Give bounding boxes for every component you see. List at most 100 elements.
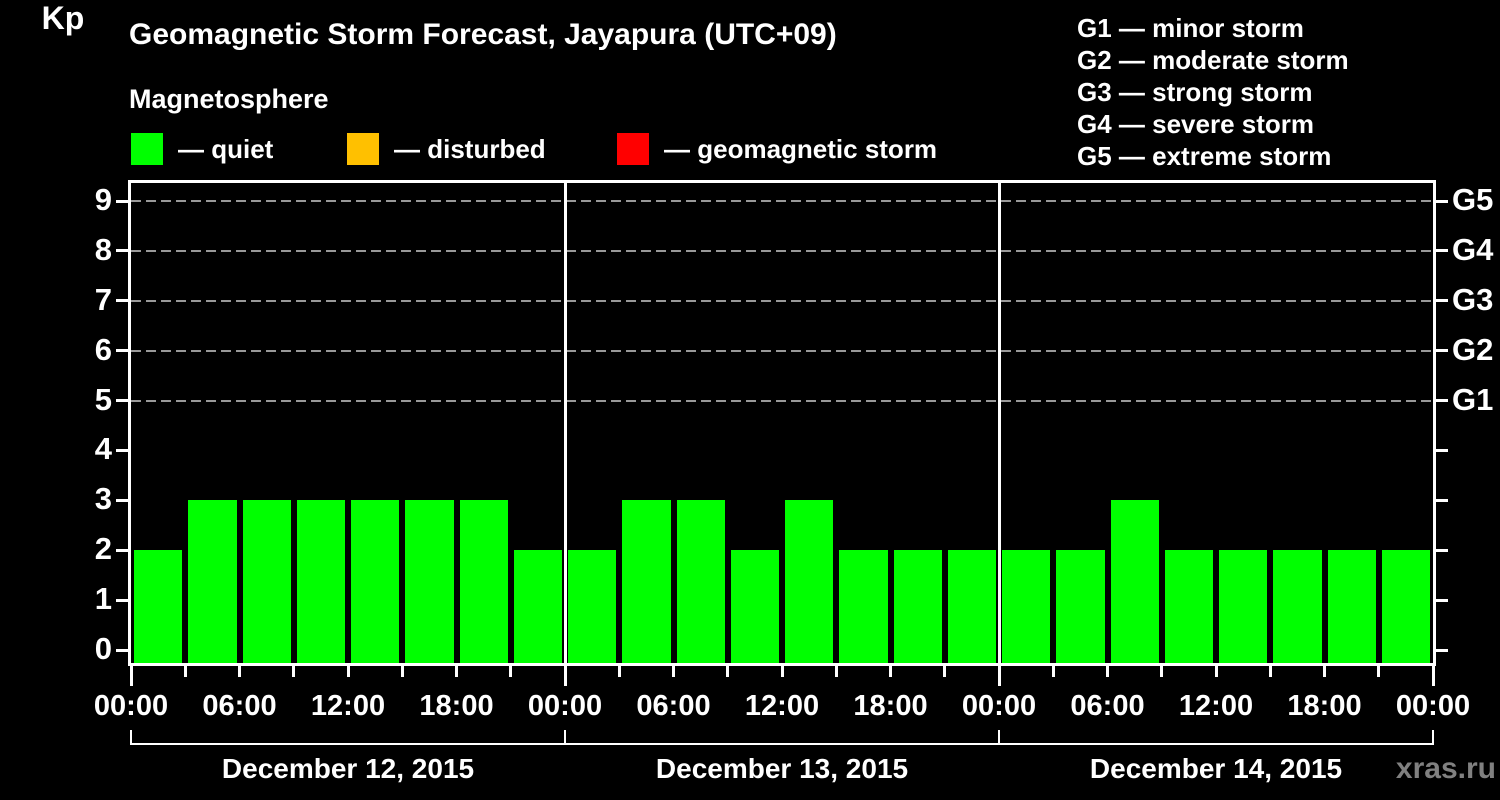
right-axis-tick (1436, 548, 1448, 552)
date-bracket (131, 743, 565, 745)
y-axis-label: 8 (94, 231, 112, 267)
kp-bar (1164, 550, 1213, 663)
x-axis-tick (455, 666, 458, 677)
y-axis-tick (116, 448, 128, 452)
x-axis-tick (1051, 666, 1055, 677)
gridline-kp-6 (131, 349, 1433, 352)
kp-bar (1327, 550, 1376, 663)
kp-axis-label: Kp (41, 0, 85, 36)
y-axis-tick (116, 349, 128, 353)
x-axis-tick (129, 666, 133, 686)
y-axis-tick (116, 399, 128, 403)
kp-bar (730, 550, 779, 663)
y-axis-label: 0 (94, 631, 112, 666)
x-axis-label: 12:00 (310, 690, 386, 722)
storm-scale-item: G3 — strong storm (1077, 77, 1313, 107)
y-axis-tick (116, 199, 128, 203)
x-axis-label: 06:00 (636, 690, 711, 722)
g-scale-label: G1 (1452, 381, 1494, 417)
x-axis-label: 18:00 (853, 690, 928, 722)
g-scale-label: G3 (1452, 281, 1494, 317)
gridline-kp-9 (131, 200, 1433, 202)
x-axis-label: 00:00 (93, 690, 169, 722)
legend-item-disturbed: — disturbed (347, 131, 546, 167)
kp-bar (785, 500, 834, 663)
magnetosphere-label: Magnetosphere (129, 84, 329, 114)
right-axis-tick (1436, 648, 1448, 652)
legend-item-label: — disturbed (394, 133, 546, 164)
g-scale-label: G5 (1452, 182, 1494, 217)
plot-area (128, 180, 1436, 666)
x-axis-tick (780, 666, 784, 677)
x-axis-tick (1431, 666, 1435, 686)
storm-scale-legend: G1 — minor storm G2 — moderate storm G3 — … (1077, 12, 1349, 172)
kp-bar (459, 500, 508, 663)
x-axis-label: 00:00 (1395, 690, 1471, 722)
y-axis-tick (116, 598, 128, 602)
quiet-swatch (131, 133, 163, 165)
geomagnetic-storm-swatch (617, 133, 649, 165)
x-axis-label: 18:00 (1287, 690, 1362, 722)
date-label: December 12, 2015 (221, 753, 475, 784)
kp-bar (351, 500, 400, 663)
date-bracket (565, 743, 999, 745)
x-axis-tick (1323, 666, 1326, 677)
x-axis-tick (346, 666, 350, 677)
gridline-kp-5 (131, 399, 1433, 402)
date-bracket-end (564, 730, 566, 745)
right-axis-tick (1436, 299, 1448, 303)
storm-scale-item: G2 — moderate storm (1077, 45, 1349, 75)
legend-item-quiet: — quiet (131, 131, 273, 167)
x-axis-label: 18:00 (419, 690, 494, 722)
date-label: December 14, 2015 (1089, 753, 1343, 784)
date-label: December 13, 2015 (655, 753, 909, 784)
x-axis-tick (617, 666, 621, 677)
y-axis-tick (116, 249, 128, 253)
y-axis-label: 7 (94, 281, 112, 317)
x-axis-label: 06:00 (202, 690, 277, 722)
x-axis-tick (1377, 666, 1381, 677)
x-axis-tick (1214, 666, 1218, 677)
right-axis-tick (1436, 399, 1448, 403)
kp-bar (1110, 500, 1159, 663)
x-axis-tick (563, 666, 567, 686)
x-axis-tick (292, 666, 296, 677)
x-axis-tick (238, 666, 241, 677)
y-axis-tick (116, 648, 128, 652)
legend-item-geomagnetic-storm: — geomagnetic storm (617, 131, 937, 167)
right-axis-tick (1436, 498, 1448, 502)
kp-bar (839, 550, 888, 663)
y-axis-label: 3 (94, 481, 112, 517)
day-separator (563, 183, 567, 663)
date-bracket-end (998, 730, 1000, 745)
x-axis-tick (400, 666, 404, 677)
kp-bar (1219, 550, 1268, 663)
kp-bar (1002, 550, 1051, 663)
y-axis-tick (116, 299, 128, 303)
x-axis-tick (509, 666, 513, 677)
kp-bar (242, 500, 291, 663)
day-separator (997, 183, 1001, 663)
g-scale-label: G2 (1452, 331, 1494, 367)
x-axis-label: 06:00 (1070, 690, 1145, 722)
kp-bar (134, 550, 183, 663)
y-axis-label: 9 (94, 182, 112, 217)
y-axis-label: 2 (94, 531, 112, 567)
y-axis-label: 1 (94, 581, 112, 617)
x-axis-tick (726, 666, 730, 677)
y-axis-tick (116, 498, 128, 502)
gridline-kp-7 (131, 299, 1433, 302)
disturbed-swatch (347, 133, 379, 165)
x-axis-label: 00:00 (961, 690, 1037, 722)
storm-scale-item: G4 — severe storm (1077, 109, 1315, 139)
y-axis-tick (116, 548, 128, 552)
kp-bar (513, 550, 562, 663)
right-axis-tick (1436, 349, 1448, 353)
y-axis-label: 5 (94, 381, 112, 417)
x-axis-tick (672, 666, 675, 677)
x-axis-tick (1268, 666, 1272, 677)
legend-item-label: — quiet (178, 133, 274, 164)
x-axis-tick (834, 666, 838, 677)
kp-bar (622, 500, 671, 663)
